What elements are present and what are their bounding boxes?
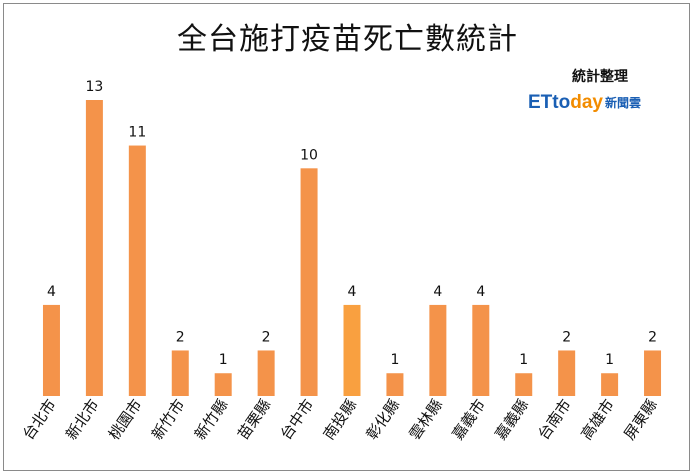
category-label-14: 屏東縣 [620,396,661,443]
bar-1 [85,100,103,396]
data-label-12: 2 [562,329,571,345]
logo-part-3: 新聞雲 [604,96,641,110]
bar-14 [644,350,662,396]
category-label-5: 苗栗縣 [234,396,275,443]
category-label-11: 嘉義縣 [491,396,532,443]
logo-part-1: ETto [528,92,571,113]
category-label-10: 嘉義市 [449,396,490,443]
data-label-11: 1 [519,352,528,368]
data-label-2: 11 [128,125,146,141]
bar-9 [429,304,447,396]
bar-3 [171,350,189,396]
category-label-9: 雲林縣 [406,396,447,443]
data-label-10: 4 [476,284,485,300]
category-label-13: 高雄市 [577,396,618,443]
bar-12 [558,350,576,396]
category-label-2: 桃園市 [105,396,146,443]
bar-5 [257,350,275,396]
credit-label: 統計整理 [572,69,628,85]
ettoday-logo: ETtoday 新聞雲 [528,92,641,114]
bar-11 [515,373,533,396]
bar-13 [601,373,619,396]
data-label-9: 4 [433,284,442,300]
category-label-6: 台中市 [277,396,318,443]
category-label-4: 新竹縣 [191,396,232,443]
chart-title: 全台施打疫苗死亡數統計 [177,22,518,57]
data-label-0: 4 [47,284,56,300]
data-label-3: 2 [176,329,185,345]
category-label-3: 新竹市 [148,396,189,443]
category-label-1: 新北市 [62,396,103,443]
bar-4 [214,373,232,396]
data-label-1: 13 [85,79,103,95]
data-label-4: 1 [219,352,228,368]
bar-0 [42,304,60,396]
bar-8 [386,373,404,396]
bar-10 [472,304,490,396]
category-label-0: 台北市 [19,396,60,443]
category-label-7: 南投縣 [320,396,361,443]
bar-2 [128,145,146,396]
bar-7 [343,304,361,396]
data-label-8: 1 [390,352,399,368]
category-label-8: 彰化縣 [363,396,404,443]
data-label-7: 4 [348,284,357,300]
logo-part-2: day [570,92,603,113]
data-label-13: 1 [605,352,614,368]
data-label-6: 10 [300,147,318,163]
bar-6 [300,168,318,396]
data-label-5: 2 [262,329,271,345]
data-label-14: 2 [648,329,657,345]
category-label-12: 台南市 [534,396,575,443]
